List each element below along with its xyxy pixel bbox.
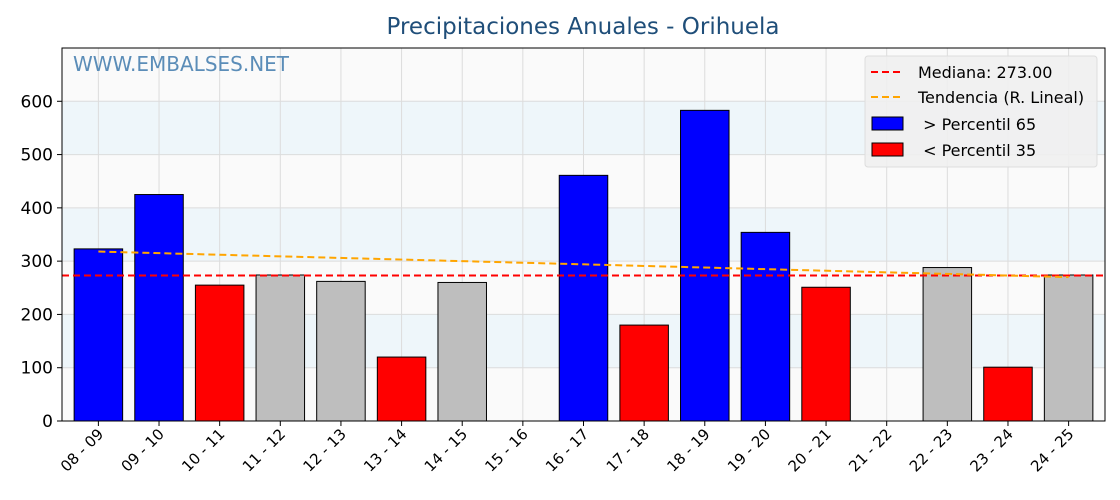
- y-tick-label: 400: [21, 199, 53, 219]
- trend-line: [98, 250, 1069, 279]
- reference-lines: [62, 250, 1105, 279]
- y-tick-label: 100: [21, 359, 53, 379]
- legend: Mediana: 273.00 Tendencia (R. Lineal) > …: [864, 55, 1098, 168]
- x-tick-label: 20 - 21: [785, 425, 835, 475]
- legend-trend-label: Tendencia (R. Lineal): [917, 88, 1084, 107]
- legend-low-swatch: [871, 142, 904, 157]
- bar-14-15: [437, 281, 487, 422]
- x-tick-label: 19 - 20: [724, 425, 774, 475]
- watermark: WWW.EMBALSES.NET: [73, 52, 290, 76]
- legend-high-label: > Percentil 65: [918, 115, 1036, 134]
- x-axis-ticks: 08 - 09 09 - 10 10 - 11 11 - 12 12 - 13 13 - …: [57, 421, 1077, 475]
- legend-high-swatch: [871, 116, 904, 131]
- bar-16-17: [558, 174, 609, 422]
- bar-11-12: [255, 274, 306, 422]
- x-tick-label: 08 - 09: [57, 425, 107, 475]
- bars: [73, 109, 1094, 422]
- x-tick-label: 21 - 22: [845, 425, 895, 475]
- bar-10-11: [194, 284, 245, 422]
- x-tick-label: 23 - 24: [967, 425, 1017, 475]
- x-tick-label: 15 - 16: [481, 425, 531, 475]
- y-tick-label: 500: [21, 146, 53, 166]
- bar-20-21: [801, 286, 851, 422]
- x-tick-label: 18 - 19: [663, 425, 713, 475]
- bar-18-19: [680, 109, 730, 422]
- y-axis-ticks: 0 100 200 300 400 500 600: [21, 92, 62, 432]
- x-tick-label: 12 - 13: [299, 425, 349, 475]
- x-tick-label: 24 - 25: [1027, 425, 1077, 475]
- bar-24-25: [1043, 274, 1094, 422]
- y-tick-label: 0: [42, 412, 53, 432]
- x-tick-label: 17 - 18: [603, 425, 653, 475]
- bar-19-20: [740, 231, 791, 422]
- y-tick-label: 200: [21, 305, 53, 325]
- bar-13-14: [376, 356, 427, 422]
- bar-17-18: [619, 324, 669, 422]
- y-tick-label: 600: [21, 92, 53, 112]
- bar-09-10: [134, 194, 184, 422]
- bar-08-09: [73, 248, 124, 422]
- legend-box: [864, 55, 1098, 168]
- x-tick-label: 16 - 17: [542, 425, 592, 475]
- legend-low-label: < Percentil 35: [918, 141, 1036, 160]
- x-tick-label: 13 - 14: [360, 425, 410, 475]
- chart-title: Precipitaciones Anuales - Orihuela: [387, 14, 780, 40]
- x-tick-label: 09 - 10: [118, 425, 168, 475]
- bar-12-13: [316, 280, 366, 422]
- x-tick-label: 22 - 23: [906, 425, 956, 475]
- bar-23-24: [983, 366, 1033, 422]
- legend-median-label: Mediana: 273.00: [918, 63, 1052, 82]
- bar-22-23: [922, 267, 973, 422]
- y-tick-label: 300: [21, 252, 53, 272]
- x-tick-label: 14 - 15: [421, 425, 471, 475]
- x-tick-label: 10 - 11: [178, 425, 228, 475]
- x-tick-label: 11 - 12: [239, 425, 289, 475]
